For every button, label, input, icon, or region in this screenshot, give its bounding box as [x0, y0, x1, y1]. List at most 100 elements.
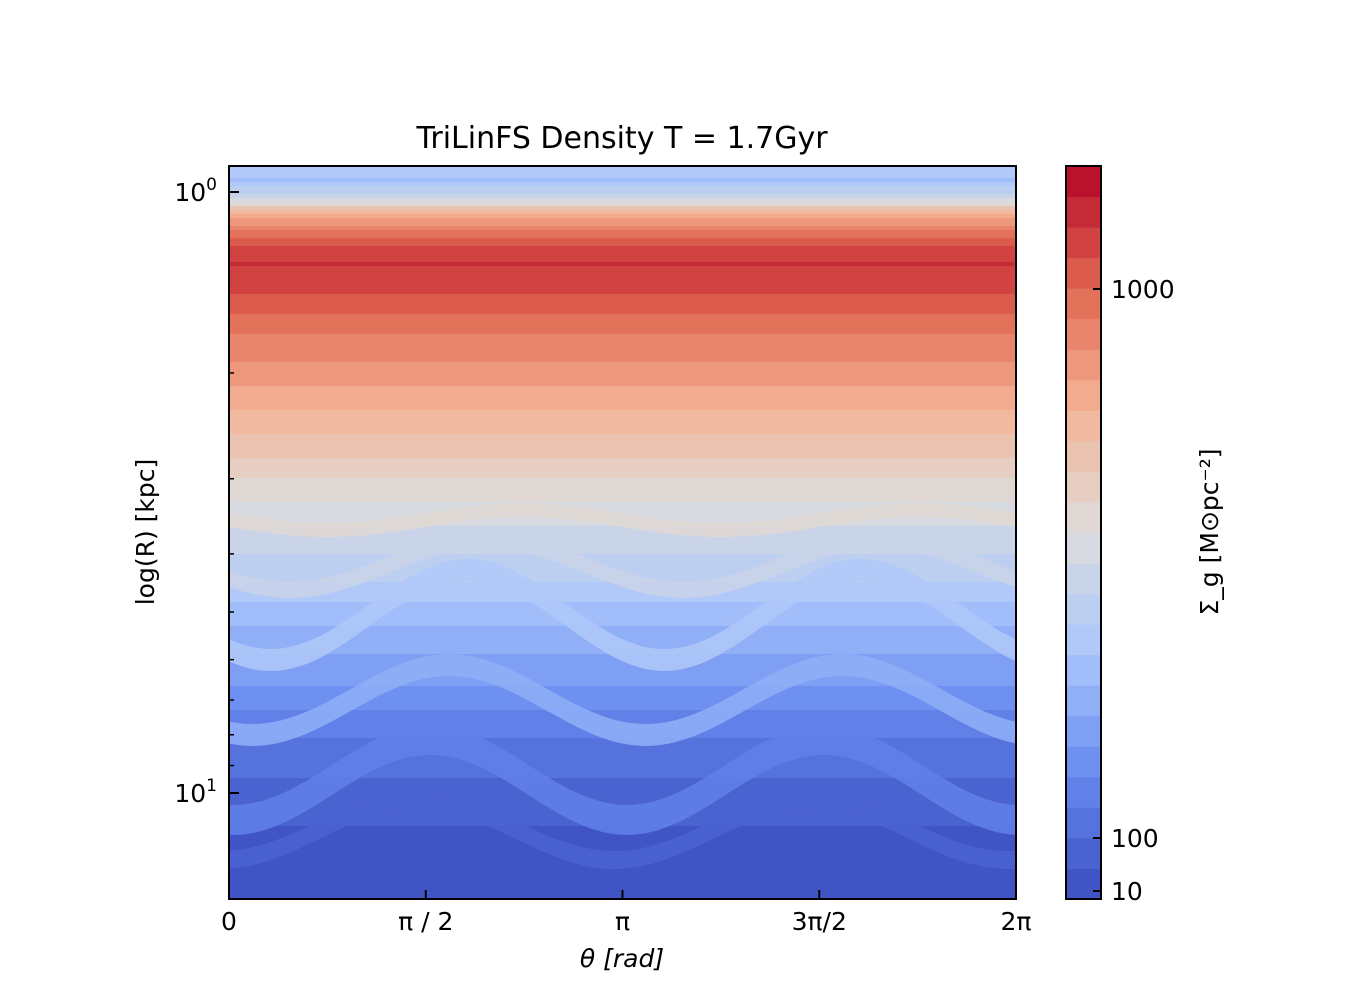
spiral-wave-feature [229, 503, 1016, 537]
density-band [229, 294, 1016, 299]
density-band [229, 186, 1016, 191]
density-band [229, 358, 1016, 363]
spiral-wave-feature [229, 725, 1016, 835]
density-band [229, 610, 1016, 615]
spiral-wave-feature [229, 791, 1016, 869]
colorbar-tick-label: 1000 [1111, 275, 1175, 304]
density-band [229, 270, 1016, 275]
density-band [229, 314, 1016, 319]
density-band [229, 374, 1016, 379]
colorbar-segment [1066, 440, 1101, 472]
density-band [229, 714, 1016, 719]
x-tick-label: 0 [221, 907, 237, 936]
density-band [229, 534, 1016, 539]
density-band [229, 238, 1016, 243]
density-band [229, 218, 1016, 223]
density-band [229, 550, 1016, 555]
density-band [229, 762, 1016, 767]
density-band [229, 426, 1016, 431]
density-band [229, 410, 1016, 415]
density-band [229, 846, 1016, 851]
density-map [229, 166, 1016, 899]
density-band [229, 342, 1016, 347]
density-band [229, 450, 1016, 455]
density-band [229, 682, 1016, 687]
density-band [229, 874, 1016, 879]
density-band [229, 590, 1016, 595]
density-band [229, 750, 1016, 755]
density-band [229, 198, 1016, 203]
density-band [229, 766, 1016, 771]
density-band [229, 842, 1016, 847]
density-band [229, 222, 1016, 227]
density-band [229, 618, 1016, 623]
density-band [229, 326, 1016, 331]
density-band [229, 298, 1016, 303]
density-band [229, 330, 1016, 335]
density-band [229, 446, 1016, 451]
density-band [229, 558, 1016, 563]
colorbar-segment [1066, 715, 1101, 747]
density-band [229, 706, 1016, 711]
density-band [229, 202, 1016, 207]
y-axis-label: log(R) [kpc] [131, 459, 160, 606]
density-band [229, 486, 1016, 491]
density-band [229, 594, 1016, 599]
density-band [229, 718, 1016, 723]
density-band [229, 686, 1016, 691]
density-band [229, 778, 1016, 783]
density-band [229, 506, 1016, 511]
density-band [229, 214, 1016, 219]
density-band [229, 746, 1016, 751]
density-band [229, 710, 1016, 715]
density-band [229, 234, 1016, 239]
density-band [229, 742, 1016, 747]
colorbar-segment [1066, 593, 1101, 625]
density-band [229, 886, 1016, 891]
density-band [229, 254, 1016, 259]
density-band [229, 786, 1016, 791]
density-band [229, 274, 1016, 279]
density-band [229, 606, 1016, 611]
density-band [229, 242, 1016, 247]
colorbar-label: Σ_g [M⊙pc⁻²] [1195, 449, 1224, 616]
density-band [229, 586, 1016, 591]
density-band [229, 478, 1016, 483]
density-band [229, 414, 1016, 419]
density-band [229, 690, 1016, 695]
y-axis-ticks: 100 101 [174, 175, 239, 808]
density-band [229, 466, 1016, 471]
density-band [229, 634, 1016, 639]
density-band [229, 666, 1016, 671]
colorbar-segment [1066, 288, 1101, 320]
density-band [229, 174, 1016, 179]
x-tick-label: π / 2 [398, 907, 453, 936]
density-band [229, 598, 1016, 603]
density-band [229, 442, 1016, 447]
density-band [229, 306, 1016, 311]
x-axis-label: θ [rad] [580, 944, 664, 973]
density-band [229, 382, 1016, 387]
colorbar-segment [1066, 501, 1101, 533]
density-band [229, 210, 1016, 215]
density-band [229, 510, 1016, 515]
density-band [229, 246, 1016, 251]
density-band [229, 230, 1016, 235]
colorbar-tick-label: 10 [1111, 877, 1143, 906]
x-axis-ticks: 0 π / 2 π 3π/2 2π [221, 890, 1031, 936]
density-band [229, 546, 1016, 551]
density-band [229, 206, 1016, 211]
density-band [229, 474, 1016, 479]
density-band [229, 790, 1016, 795]
colorbar-segment [1066, 685, 1101, 717]
density-band [229, 758, 1016, 763]
density-band [229, 458, 1016, 463]
density-band [229, 562, 1016, 567]
colorbar-segment [1066, 227, 1101, 259]
density-band [229, 422, 1016, 427]
colorbar-segment [1066, 807, 1101, 839]
density-band [229, 250, 1016, 255]
density-band [229, 346, 1016, 351]
density-band [229, 290, 1016, 295]
density-band [229, 622, 1016, 627]
